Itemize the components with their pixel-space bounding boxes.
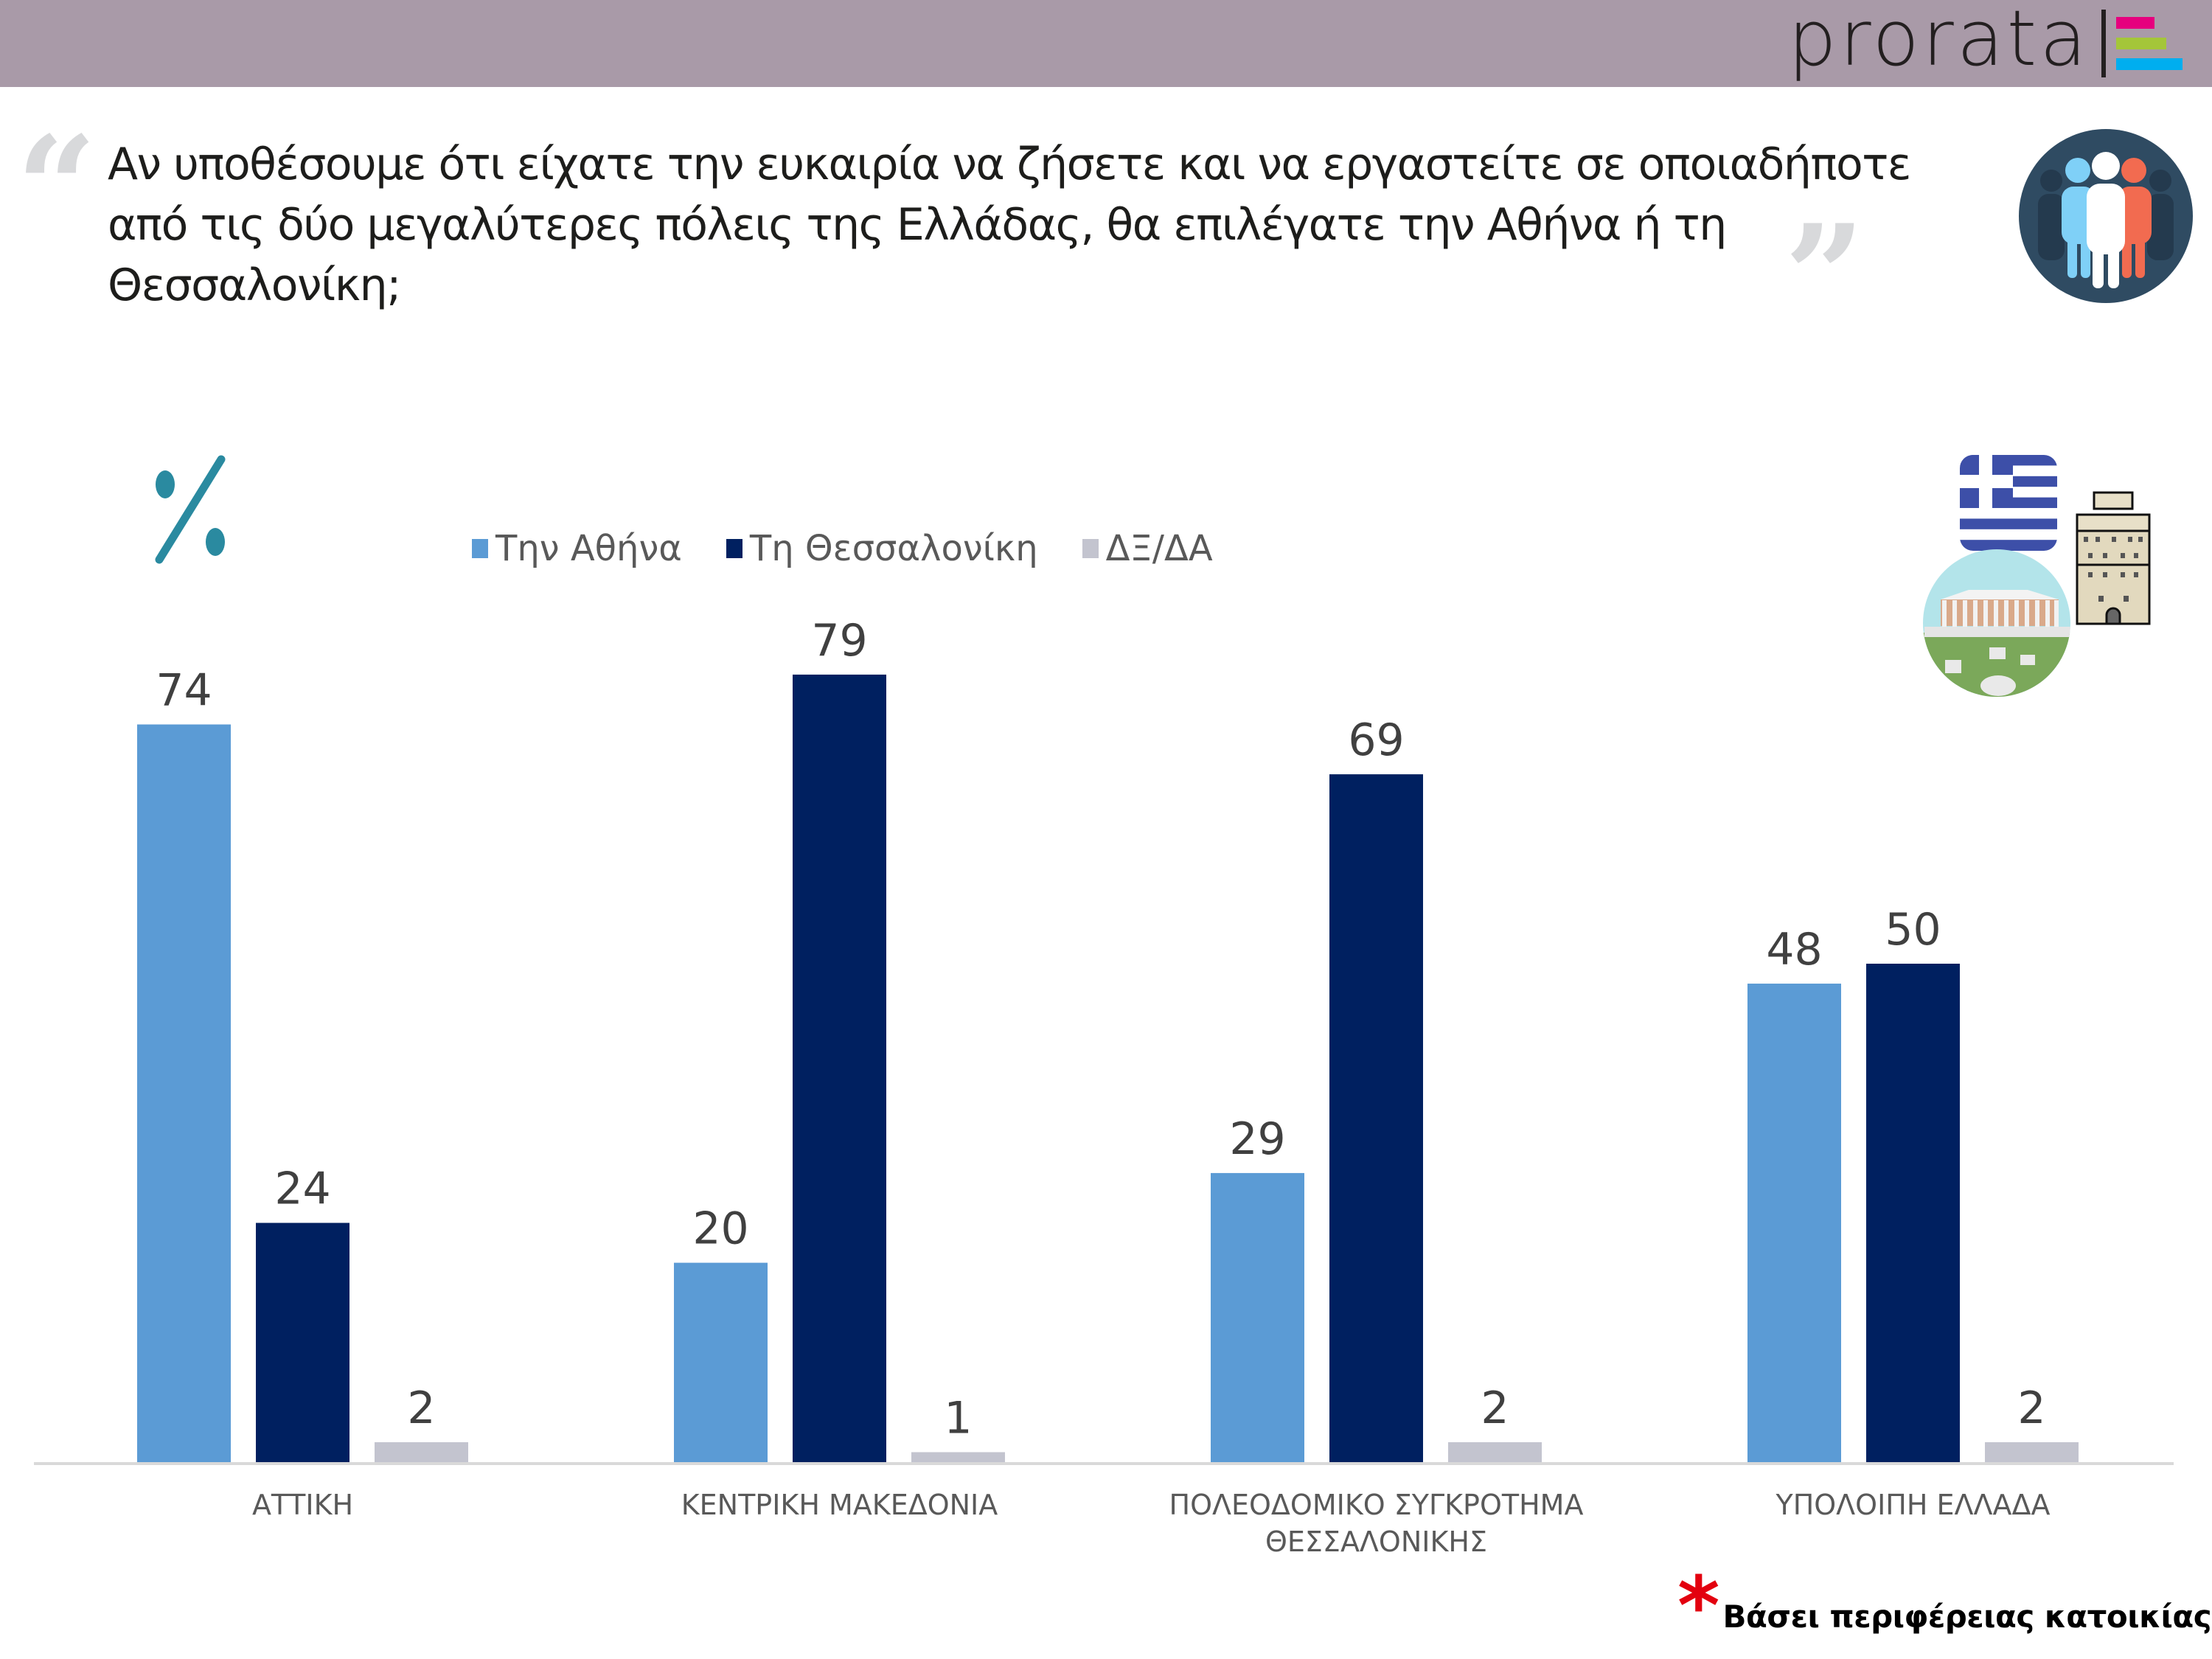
asterisk-icon: * [1677,1559,1720,1653]
prorata-logo: prorata [1788,0,2183,87]
bar-athens-3 [1211,1172,1304,1462]
logo-wordmark: prorata [1787,0,2090,83]
legend-label-dk-na: ΔΞ/ΔΑ [1105,528,1213,569]
footnote-text: Βάσει περιφέρειας κατοικίας [1722,1599,2212,1635]
data-label-thessaloniki-1: 24 [274,1164,330,1215]
percent-icon [155,455,226,564]
category-labels-layer: ΑΤΤΙΚΗ ΚΕΝΤΡΙΚΗ ΜΑΚΕΔΟΝΙΑ ΠΟΛΕΟΔΟΜΙΚΟ ΣΥΓΚ… [252,1489,2051,1558]
data-label-thessaloniki-4: 50 [1885,904,1941,956]
header-band: prorata [0,0,2212,87]
category-label-3-line-2: ΘΕΣΣΑΛΟΝΙΚΗΣ [1265,1526,1487,1558]
open-quote-icon: “ [16,105,97,270]
greek-flag-icon [1960,455,2057,551]
footnote: * Βάσει περιφέρειας κατοικίας [1677,1559,2212,1653]
category-label-1: ΑΤΤΙΚΗ [252,1489,353,1521]
bar-athens-2 [674,1262,768,1462]
bar-thessaloniki-1 [256,1222,349,1462]
logo-bar-blue [2116,58,2183,70]
data-label-dk-na-3: 2 [1481,1382,1509,1434]
bar-dk-na-3 [1448,1441,1542,1462]
data-label-athens-3: 29 [1229,1113,1285,1165]
bars-layer [137,674,2079,1463]
bar-thessaloniki-4 [1866,964,1960,1462]
legend-item-athens: Την Αθήνα [472,528,682,569]
logo-separator [2101,10,2106,77]
bar-athens-1 [137,724,231,1462]
bar-dk-na-4 [1985,1441,2079,1462]
category-label-4: ΥΠΟΛΟΙΠΗ ΕΛΛΑΔΑ [1775,1489,2050,1521]
data-label-athens-4: 48 [1766,924,1822,975]
logo-bar-green [2116,38,2167,49]
people-group-icon [2019,129,2193,303]
bar-thessaloniki-3 [1329,774,1423,1462]
logo-bars-icon [2116,17,2183,70]
data-label-thessaloniki-2: 79 [811,615,867,667]
data-label-dk-na-1: 2 [407,1382,435,1434]
parthenon-icon [1923,549,2070,697]
legend-label-athens: Την Αθήνα [495,528,682,569]
legend-label-thessaloniki: Τη Θεσσαλονίκη [749,528,1038,569]
bar-thessaloniki-2 [793,674,886,1463]
bar-dk-na-1 [375,1441,468,1462]
category-label-3-line-1: ΠΟΛΕΟΔΟΜΙΚΟ ΣΥΓΚΡΟΤΗΜΑ [1169,1489,1584,1521]
data-label-athens-1: 74 [156,665,212,717]
data-labels-layer: 74 24 2 20 79 1 29 69 2 48 50 2 [156,615,2045,1444]
close-quote-icon: ” [1784,194,1865,358]
legend-swatch-athens [472,539,488,558]
data-label-thessaloniki-3: 69 [1348,714,1404,766]
legend-swatch-dk-na [1082,539,1099,558]
city-icons-group [1923,455,2151,697]
legend-swatch-thessaloniki [726,539,742,558]
survey-question: Αν υποθέσουμε ότι είχατε την ευκαιρία να… [108,139,1911,311]
data-label-dk-na-2: 1 [944,1392,972,1444]
legend-item-dk-na: ΔΞ/ΔΑ [1082,528,1213,569]
chart-legend: Την Αθήνα Τη Θεσσαλονίκη ΔΞ/ΔΑ [472,528,1257,569]
bar-athens-4 [1747,984,1841,1462]
data-label-athens-2: 20 [692,1203,748,1255]
category-label-2: ΚΕΝΤΡΙΚΗ ΜΑΚΕΔΟΝΙΑ [681,1489,998,1521]
bar-dk-na-2 [911,1452,1005,1462]
logo-bar-magenta [2116,17,2155,29]
white-tower-icon [2076,491,2151,625]
legend-item-thessaloniki: Τη Θεσσαλονίκη [726,528,1038,569]
data-label-dk-na-4: 2 [2017,1382,2045,1434]
